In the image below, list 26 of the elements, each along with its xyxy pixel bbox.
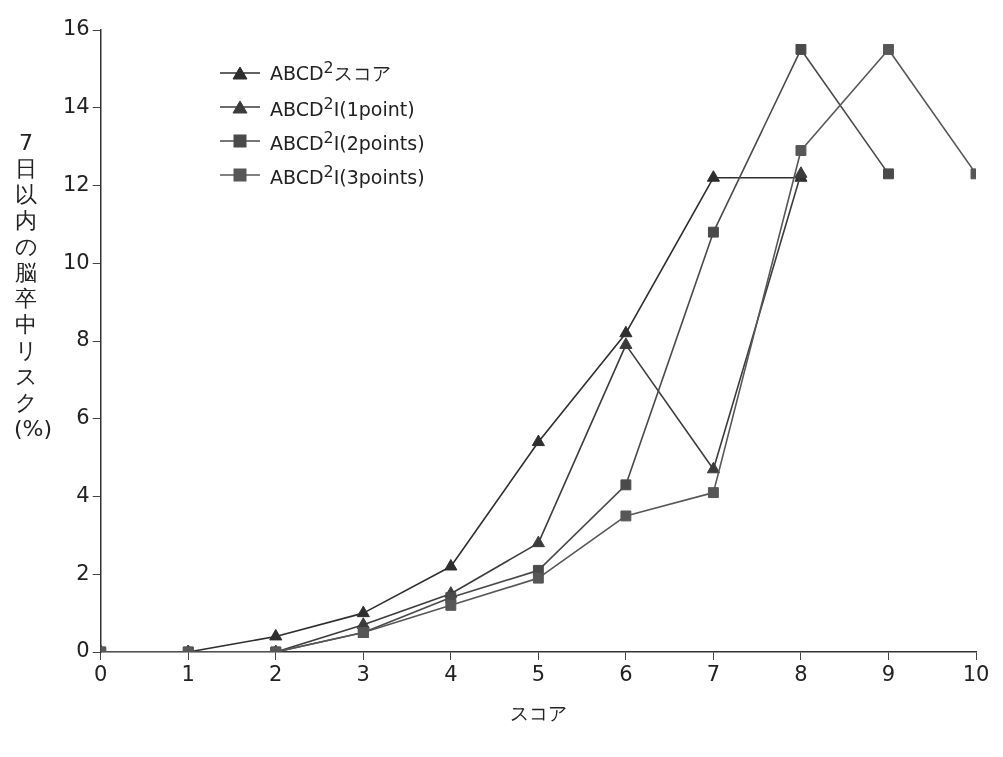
x-tick-label: 1 [181, 662, 195, 687]
x-tick-label: 9 [881, 662, 896, 687]
x-tick-label: 6 [619, 662, 633, 687]
y-tick-label: 14 [62, 94, 90, 119]
x-tick-label: 8 [794, 662, 808, 687]
x-tick-label: 10 [962, 662, 990, 687]
y-tick-label: 6 [76, 405, 90, 430]
x-axis-title: スコア [509, 701, 567, 724]
y-tick-label: 4 [76, 482, 90, 507]
legend-label: ABCD$^{2}$I(3points) [270, 161, 425, 189]
x-tick-label: 0 [94, 662, 108, 687]
y-tick-label: 16 [62, 16, 90, 41]
legend-label: ABCD$^{2}$スコア [270, 58, 391, 87]
x-tick-label: 3 [356, 662, 370, 687]
x-tick-label: 7 [706, 662, 721, 687]
y-tick-label: 12 [62, 171, 90, 196]
x-tick-label: 2 [269, 662, 283, 687]
text: 7日以内の脳卒中リスク(%) [14, 130, 53, 441]
y-tick-label: 2 [76, 560, 90, 585]
y-tick-label: 10 [62, 249, 90, 274]
legend-label: ABCD$^{2}$I(1point) [270, 93, 415, 121]
x-tick-label: 5 [531, 662, 546, 687]
y-tick-label: 0 [76, 638, 90, 663]
y-tick-label: 8 [76, 327, 90, 352]
legend-label: ABCD$^{2}$I(2points) [270, 127, 425, 155]
x-tick-label: 4 [444, 662, 458, 687]
